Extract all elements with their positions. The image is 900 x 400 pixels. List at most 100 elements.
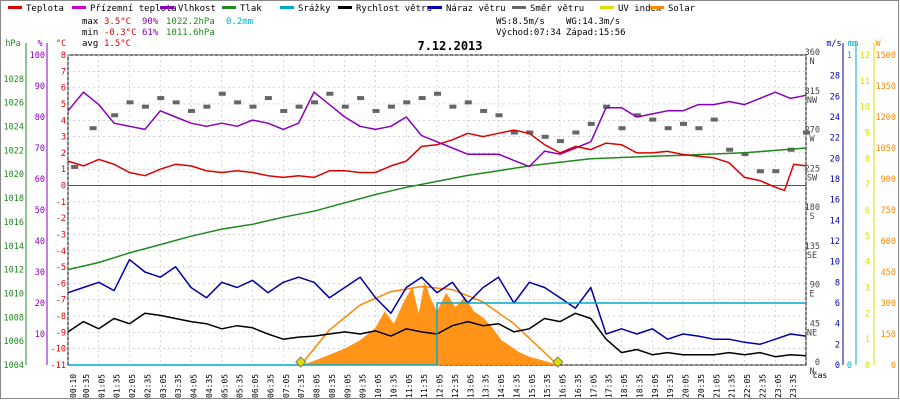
series-direction-point xyxy=(111,113,119,118)
temp-tick: -11 xyxy=(51,361,66,371)
x-tick-label: 15:35 xyxy=(543,374,552,398)
grid xyxy=(67,54,807,366)
x-tick-label: 12:35 xyxy=(451,374,460,398)
series-direction-point xyxy=(633,113,641,118)
hpa-tick: 1016 xyxy=(4,218,24,228)
hpa-tick: 1022 xyxy=(4,146,24,156)
legend-label-7: Směr větru xyxy=(530,4,584,14)
stat-max-hum: 90% xyxy=(142,17,159,27)
legend-swatch-3 xyxy=(222,6,236,9)
hum-unit: % xyxy=(37,39,42,49)
series-direction-point xyxy=(71,164,79,169)
x-tick-label: 14:35 xyxy=(512,374,521,398)
legend-swatch-7 xyxy=(512,6,526,9)
stat-sunrise: Východ:07:34 xyxy=(496,28,561,38)
wind-tick: 0 xyxy=(835,361,840,371)
x-tick-label: 09:35 xyxy=(359,374,368,398)
temp-tick: -7 xyxy=(56,296,66,306)
x-tick-label: 18:05 xyxy=(620,374,629,398)
x-tick-label: 03:35 xyxy=(174,374,183,398)
x-tick-label: 03:05 xyxy=(159,374,168,398)
wind-tick: 10 xyxy=(830,258,840,268)
x-tick-label: 23:05 xyxy=(774,374,783,398)
solar-tick: 300 xyxy=(881,299,896,309)
x-tick-label: 06:05 xyxy=(251,374,260,398)
series-direction-point xyxy=(803,130,810,135)
legend-label-6: Náraz větru xyxy=(446,4,506,14)
solar-unit: W xyxy=(875,39,881,49)
hpa-tick: 1018 xyxy=(4,194,24,204)
legend-label-8: UV index xyxy=(618,4,662,14)
wind-tick: 28 xyxy=(830,72,840,82)
solar-tick: 1050 xyxy=(876,144,896,154)
dir-tick-deg: 180 xyxy=(805,203,820,213)
series-direction-point xyxy=(234,100,242,105)
series-direction-point xyxy=(403,100,411,105)
hpa-tick: 1008 xyxy=(4,313,24,323)
temp-tick: 1 xyxy=(61,165,66,175)
uv-tick: 10 xyxy=(860,103,870,113)
stat-ws: WS:8.5m/s xyxy=(496,17,545,27)
series-direction-point xyxy=(726,147,734,152)
hum-tick: 70 xyxy=(35,144,45,154)
uv-tick: 6 xyxy=(865,206,870,216)
x-tick-label: 22:35 xyxy=(758,374,767,398)
dir-tick-label: NW xyxy=(807,96,818,106)
wind-tick: 2 xyxy=(835,340,840,350)
series-direction-point xyxy=(418,96,426,101)
hum-tick: 50 xyxy=(35,206,45,216)
wind-tick: 24 xyxy=(830,113,840,123)
x-tick-label: 12:05 xyxy=(436,374,445,398)
hpa-tick: 1004 xyxy=(4,361,24,371)
wind-tick: 22 xyxy=(830,134,840,144)
series-direction-point xyxy=(557,139,564,144)
solar-tick: 600 xyxy=(881,237,896,247)
series-direction-point xyxy=(188,108,195,113)
temp-tick: 6 xyxy=(61,84,66,94)
dir-tick-deg: 270 xyxy=(805,126,820,136)
series-direction-point xyxy=(126,100,134,105)
hum-tick: 10 xyxy=(35,330,45,340)
x-tick-label: 20:35 xyxy=(697,374,706,398)
hum-tick: 40 xyxy=(35,237,45,247)
series-srazky xyxy=(68,302,806,366)
legend-label-2: Vlhkost xyxy=(178,4,216,14)
hum-tick: 60 xyxy=(35,175,45,185)
wind-tick: 16 xyxy=(830,196,840,206)
dir-tick-label: W xyxy=(809,135,815,145)
series-vlhkost xyxy=(67,91,807,168)
uv-tick: 3 xyxy=(865,284,870,294)
dir-tick-deg: 135 xyxy=(805,242,820,252)
x-tick-label: 08:05 xyxy=(313,374,322,398)
x-tick-label: 14:05 xyxy=(497,374,506,398)
series-direction-point xyxy=(372,108,380,113)
dir-tick-label: SE xyxy=(807,251,817,261)
rain-unit: mm xyxy=(848,39,858,49)
uv-tick: 11 xyxy=(860,77,870,87)
uv-tick: 2 xyxy=(865,309,870,319)
series-teplota xyxy=(67,129,807,192)
stat-min-hum: 61% xyxy=(142,28,159,38)
temp-tick: 3 xyxy=(61,133,66,143)
dir-tick-deg: 90 xyxy=(810,281,820,291)
legend-swatch-0 xyxy=(8,6,22,9)
uv-tick: 12 xyxy=(860,51,870,61)
x-tick-label: 07:35 xyxy=(297,374,306,398)
legend-label-9: Solar xyxy=(668,4,696,14)
wind-tick: 18 xyxy=(830,175,840,185)
temp-tick: -3 xyxy=(56,230,66,240)
series-direction-point xyxy=(434,91,441,96)
series-naraz xyxy=(67,258,807,346)
x-tick-label: 23:35 xyxy=(789,374,798,398)
wind-tick: 4 xyxy=(835,320,840,330)
x-tick-label: 19:05 xyxy=(651,374,660,398)
series-direction-point xyxy=(141,104,149,109)
x-tick-label: 13:05 xyxy=(466,374,475,398)
legend-swatch-4 xyxy=(280,6,294,9)
x-tick-label: 21:35 xyxy=(728,374,737,398)
stat-min-temp: -0.3°C xyxy=(104,28,137,38)
stats-block: max 3.5°C 90% 1022.2hPa 0.2mm min -0.3°C 61% 101… xyxy=(82,17,626,49)
series-direction-point xyxy=(89,126,97,131)
temp-tick: -10 xyxy=(51,345,66,355)
